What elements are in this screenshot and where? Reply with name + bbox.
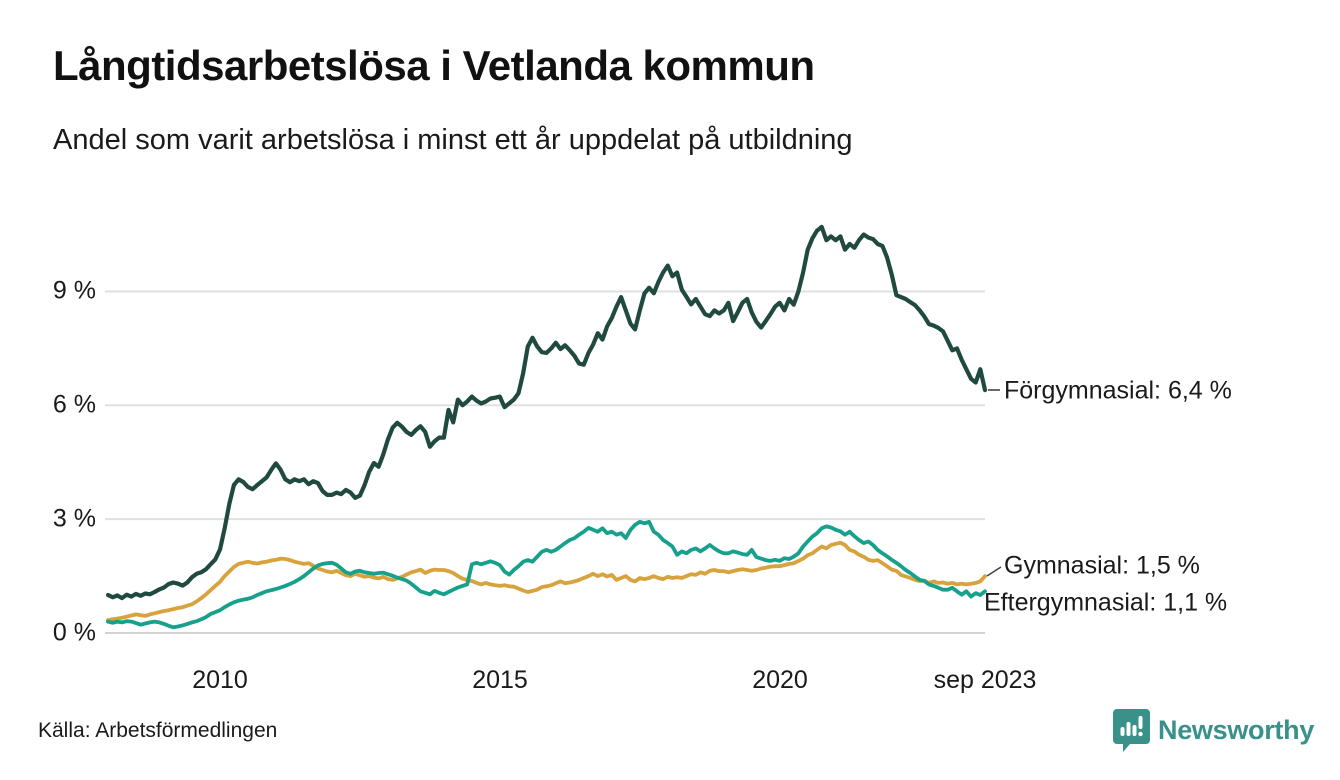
newsworthy-logo[interactable]: Newsworthy xyxy=(1113,708,1314,752)
line-förgymnasial xyxy=(105,224,988,601)
line-eftergymnasial xyxy=(106,519,987,630)
newsworthy-speech-bubble-bar-chart-icon xyxy=(1113,708,1150,752)
y-axis-tick-3: 3 % xyxy=(52,504,96,533)
x-axis-tick-2020: 2020 xyxy=(752,666,808,694)
line-gymnasial xyxy=(106,540,987,622)
series-label-forgymnasial: Förgymnasial: 6,4 % xyxy=(1004,376,1232,405)
x-axis-tick-2015: 2015 xyxy=(472,666,528,694)
newsworthy-wordmark: Newsworthy xyxy=(1158,714,1315,745)
chart-title: Långtidsarbetslösa i Vetlanda kommun xyxy=(53,42,815,89)
x-axis-tick-2010: 2010 xyxy=(192,666,248,694)
chart-subtitle: Andel som varit arbetslösa i minst ett å… xyxy=(53,124,853,156)
label-leader-gymnasial xyxy=(986,566,1002,577)
series-label-gymnasial: Gymnasial: 1,5 % xyxy=(1004,551,1200,580)
x-axis-tick-sep-2023: sep 2023 xyxy=(933,666,1037,694)
source-note: Källa: Arbetsförmedlingen xyxy=(38,719,278,742)
series-label-eftergymnasial: Eftergymnasial: 1,1 % xyxy=(984,588,1228,617)
y-axis-tick-9: 9 % xyxy=(52,276,96,305)
y-axis-tick-0: 0 % xyxy=(52,618,96,647)
y-axis-tick-6: 6 % xyxy=(52,390,96,419)
